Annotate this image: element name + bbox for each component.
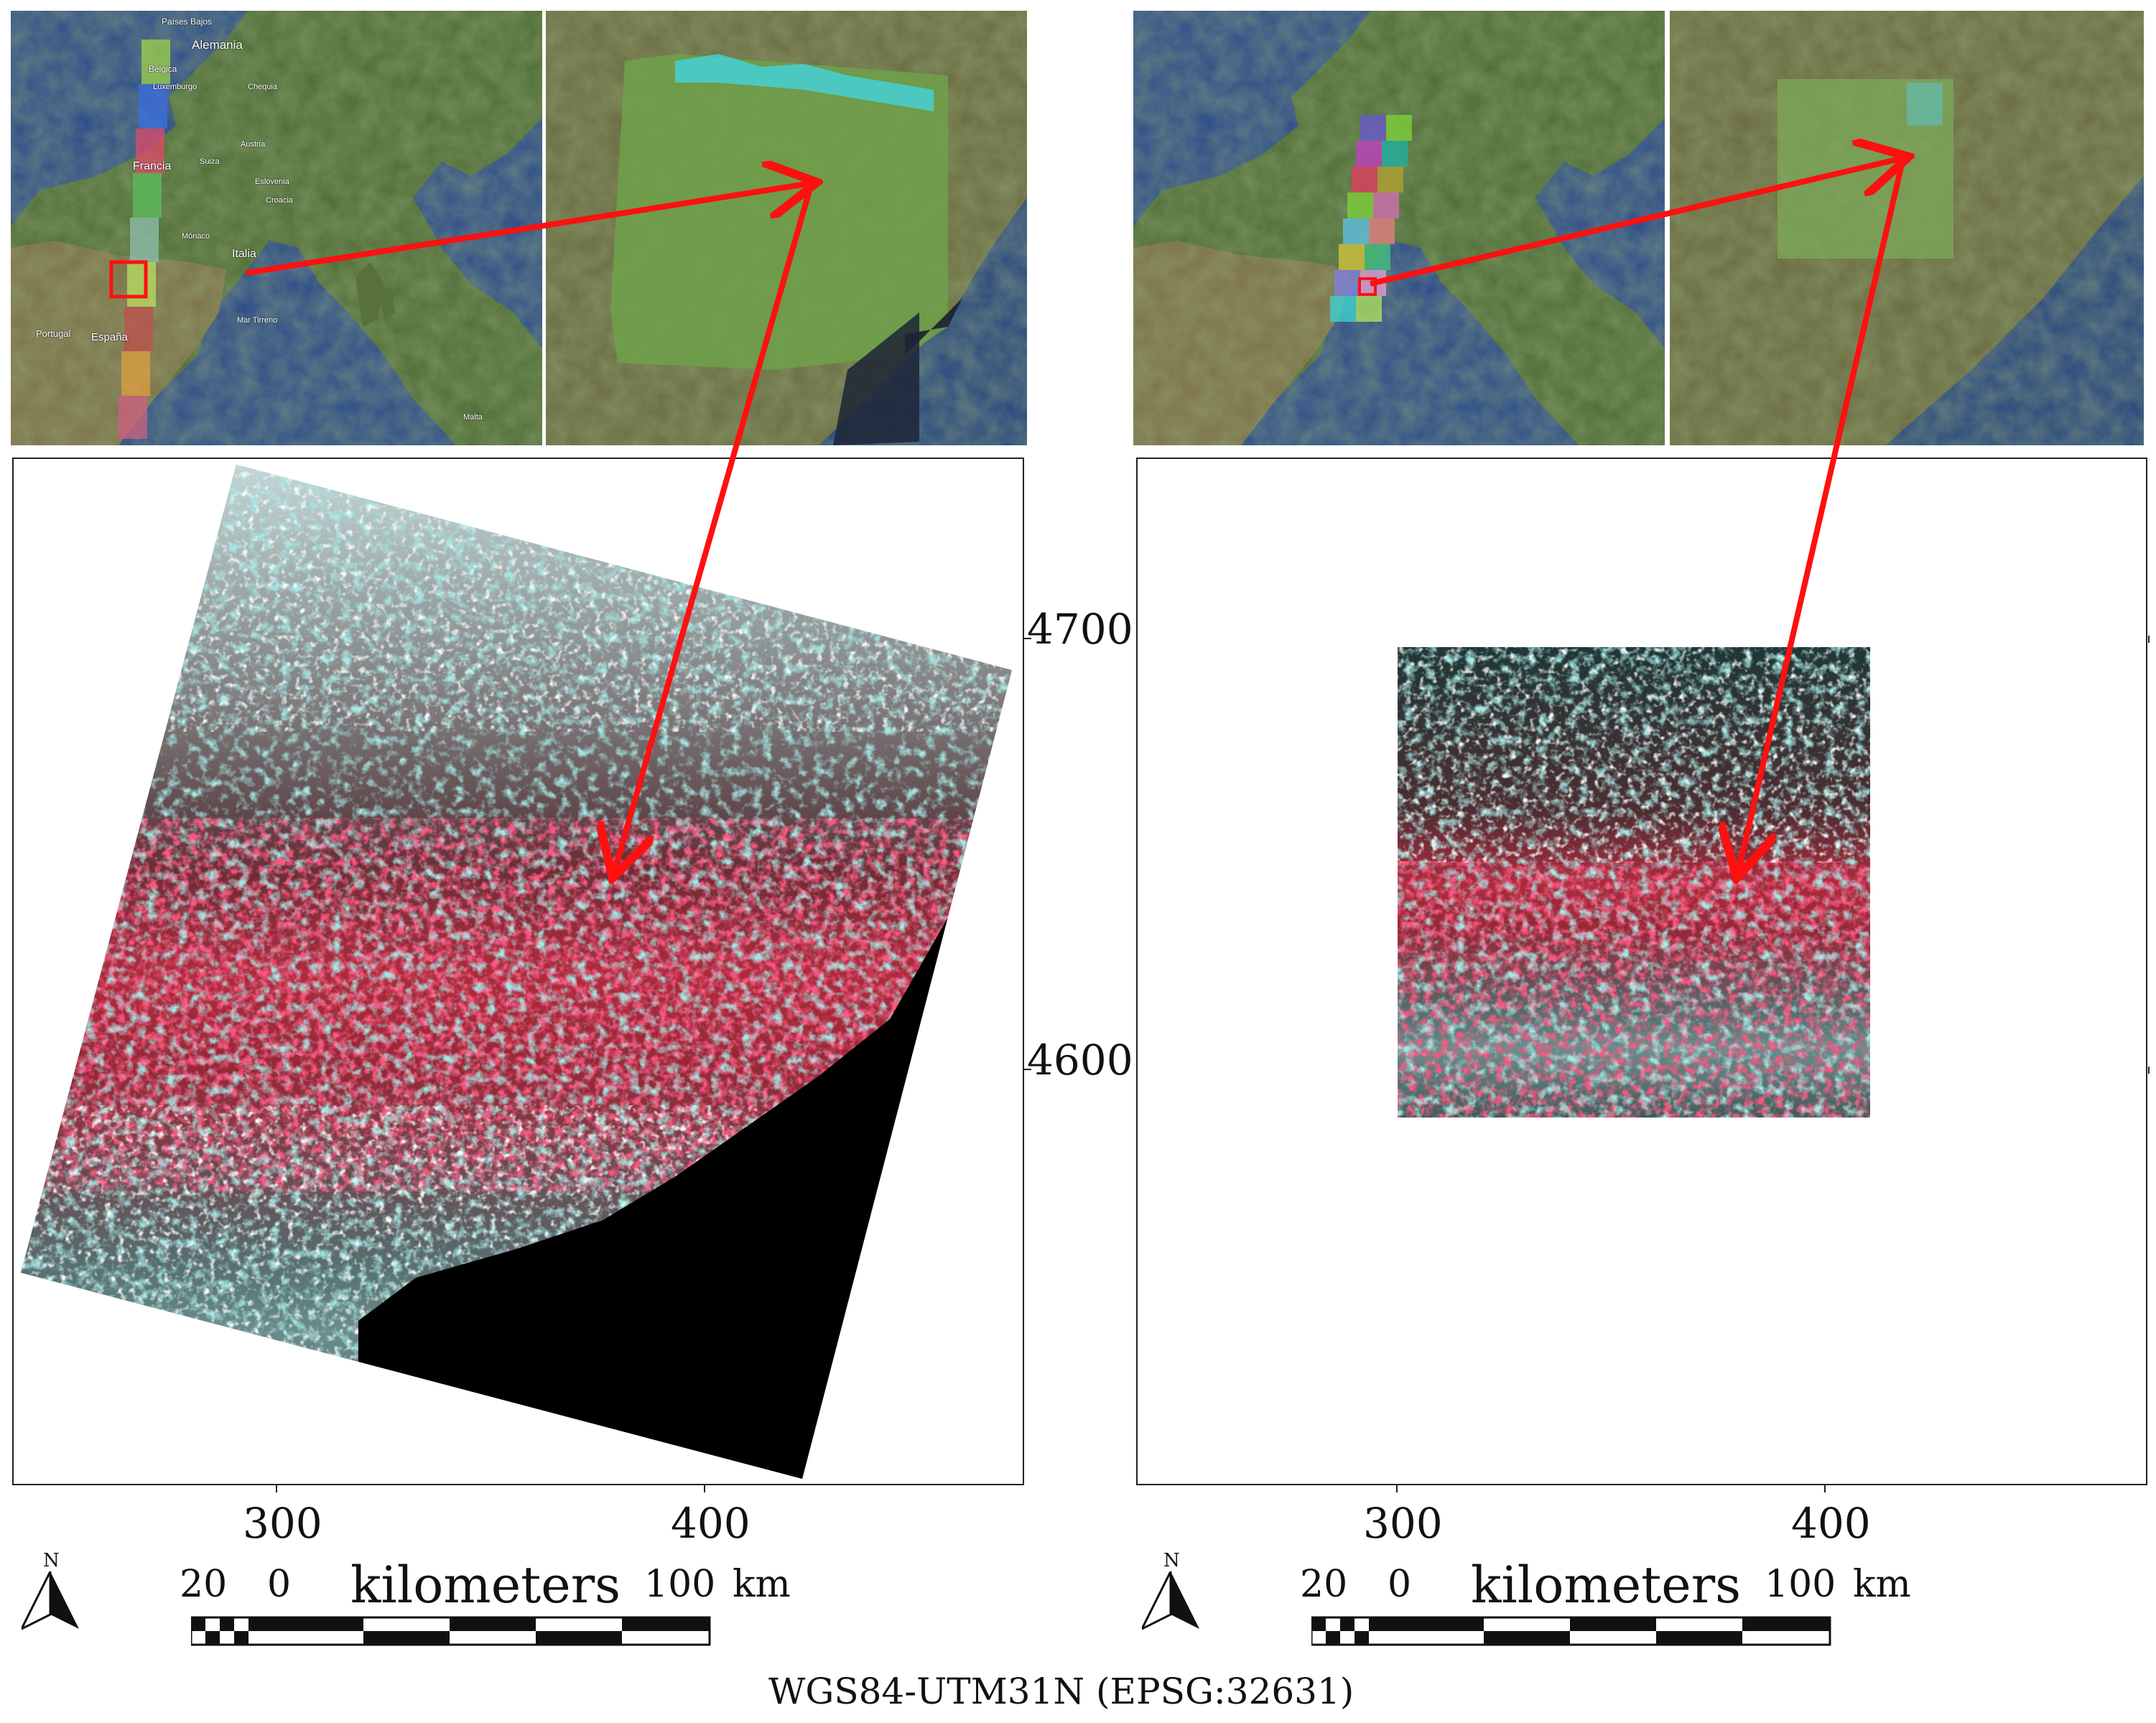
place-label: Países Bajos: [162, 17, 213, 27]
x-tick-300: 300: [1363, 1499, 1443, 1548]
scene-zoom-right: [1670, 11, 2144, 445]
place-label: España: [91, 331, 128, 343]
north-arrow: N: [22, 1551, 86, 1652]
north-arrow-icon: [1142, 1571, 1199, 1630]
y-tick-4600: 4600: [1027, 1036, 1133, 1085]
place-label: Eslovenia: [255, 177, 289, 186]
place-label: Suiza: [200, 157, 220, 166]
scale-20: 20: [1300, 1563, 1348, 1606]
scale-bar: 20 0 kilometers 100 km: [180, 1559, 826, 1652]
place-label: Luxemburgo: [153, 83, 198, 91]
x-tick-mark: [276, 1485, 277, 1492]
right-map-frame: [1136, 458, 2147, 1485]
place-label: Mar Tirreno: [237, 316, 278, 325]
scene-zoom-left: [546, 11, 1027, 445]
x-tick-mark: [1396, 1485, 1398, 1492]
north-arrow-icon: [22, 1571, 79, 1630]
x-tick-300: 300: [243, 1499, 322, 1548]
false-color-scene-left: [21, 465, 1012, 1479]
place-label: Austria: [241, 140, 266, 149]
y-tick-mark: [2148, 1067, 2150, 1074]
place-label: Malta: [463, 413, 483, 422]
place-label: Chequia: [248, 83, 277, 91]
north-arrow: N: [1142, 1551, 1207, 1652]
y-tick-mark: [1024, 638, 1031, 639]
scale-20: 20: [180, 1563, 228, 1606]
scale-0: 0: [1388, 1563, 1412, 1606]
scale-unit: kilometers: [1471, 1556, 1742, 1615]
scale-bar-graphic: [191, 1616, 711, 1646]
place-label: Francia: [133, 160, 172, 172]
scale-km: km: [733, 1563, 791, 1606]
north-label: N: [43, 1550, 60, 1571]
y-tick-4700: 4700: [1027, 605, 1133, 654]
scale-bar: 20 0 kilometers 100 km: [1300, 1559, 1946, 1652]
europe-overview-left: Países Bajos Alemania Bélgica Luxemburgo…: [11, 11, 542, 445]
place-label: Portugal: [36, 328, 71, 339]
y-tick-mark: [2148, 636, 2150, 643]
x-tick-mark: [704, 1485, 705, 1492]
crs-label: WGS84-UTM31N (EPSG:32631): [768, 1671, 1355, 1712]
scale-0: 0: [267, 1563, 292, 1606]
false-color-scene-right: [1398, 647, 1870, 1118]
scale-100: 100: [1765, 1563, 1836, 1606]
place-label: Croacia: [266, 196, 293, 205]
scale-unit: kilometers: [350, 1556, 621, 1615]
place-label: Mónaco: [182, 232, 210, 241]
x-tick-400: 400: [671, 1499, 751, 1548]
scale-bar-graphic: [1311, 1616, 1831, 1646]
scale-100: 100: [644, 1563, 716, 1606]
x-tick-mark: [1824, 1485, 1826, 1492]
place-label: Alemania: [192, 38, 243, 52]
place-label: Italia: [232, 248, 256, 260]
scale-km: km: [1853, 1563, 1911, 1606]
y-tick-mark: [1024, 1069, 1031, 1070]
north-label: N: [1163, 1550, 1180, 1571]
left-map-frame: [12, 458, 1024, 1485]
europe-overview-right: [1133, 11, 1665, 445]
place-label: Bélgica: [149, 64, 177, 74]
x-tick-400: 400: [1791, 1499, 1871, 1548]
